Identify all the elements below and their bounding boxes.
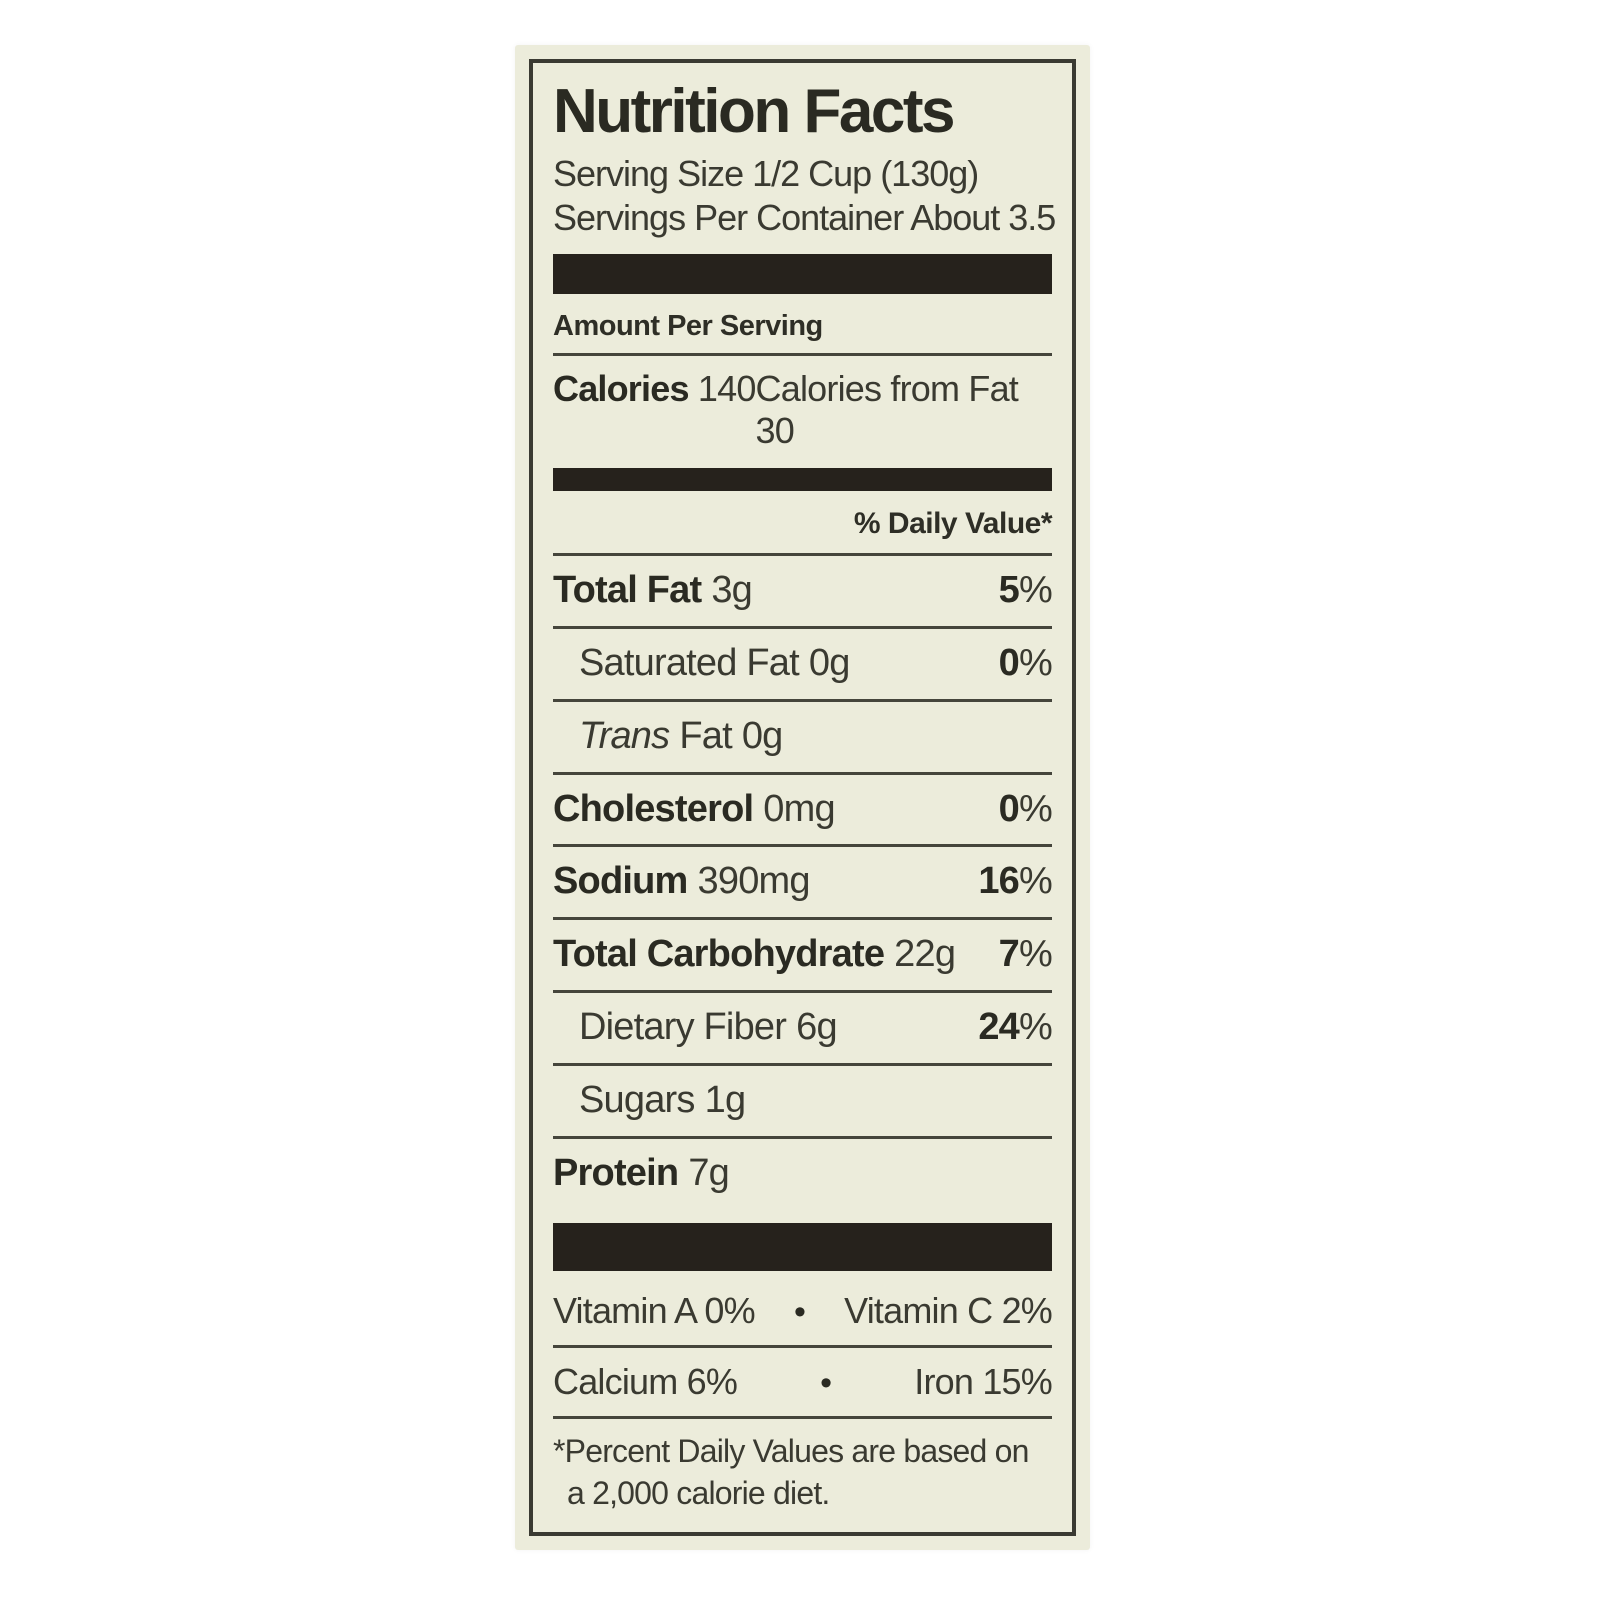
nutrient-daily-value: 24% [978, 1006, 1052, 1049]
label-title: Nutrition Facts [553, 77, 955, 146]
nutrient-daily-value: 5% [998, 568, 1053, 611]
nutrient-name: Cholesterol [553, 787, 754, 830]
divider-bar-mid [553, 467, 1052, 491]
calories-from-fat: Calories from Fat 30 [755, 367, 1019, 451]
nutrient-amount: 3g [711, 568, 752, 611]
nutrient-name: Sodium [553, 860, 688, 903]
calories-row: Calories 140 Calories from Fat 30 [553, 356, 1052, 458]
nutrient-name: Total Carbohydrate [553, 933, 885, 976]
daily-value-footnote: *Percent Daily Values are based on a 2,0… [553, 1432, 1029, 1511]
nutrient-amount: 7g [688, 1152, 729, 1195]
nutrient-name: Total Fat [553, 568, 702, 611]
nutrient-name: Protein [553, 1152, 679, 1195]
nutrient-name: Sugars [579, 1079, 695, 1122]
daily-value-header: % Daily Value* [553, 499, 1053, 556]
divider-bar-thick [553, 253, 1052, 294]
nutrient-name: Fat [679, 714, 732, 757]
nutrient-row-trans-fat: Trans Fat 0g [553, 702, 1052, 775]
amount-per-serving-heading: Amount Per Serving [553, 304, 1052, 356]
nutrient-amount: 1g [704, 1079, 746, 1122]
vitamin-row-1: Vitamin A 0% • Vitamin C 2% [553, 1277, 1053, 1348]
nutrient-daily-value: 0% [998, 787, 1053, 830]
nutrient-row-dietary-fiber: Dietary Fiber 6g 24% [553, 993, 1053, 1067]
calories-value: Calories 140 [553, 367, 756, 409]
nutrient-row-protein: Protein 7g [553, 1139, 1052, 1209]
nutrient-name-italic: Trans [579, 714, 670, 757]
nutrient-amount: 0g [741, 714, 783, 757]
calories-label: Calories [553, 367, 689, 409]
nutrient-amount: 0g [808, 641, 850, 684]
nutrient-amount: 0mg [763, 787, 835, 830]
nutrient-amount: 22g [894, 933, 956, 976]
nutrient-row-total-carbohydrate: Total Carbohydrate 22g 7% [553, 920, 1053, 994]
bullet-separator: • [820, 1363, 832, 1402]
vitamin-c-value: Vitamin C 2% [844, 1289, 1053, 1331]
nutrient-daily-value: 7% [998, 933, 1053, 976]
label-border: Nutrition Facts Serving Size 1/2 Cup (13… [529, 59, 1076, 1536]
servings-per-container: Servings Per Container About 3.5 [553, 197, 1056, 238]
iron-value: Iron 15% [914, 1360, 1053, 1402]
vitamin-row-2: Calcium 6% • Iron 15% [553, 1348, 1053, 1419]
nutrient-row-sugars: Sugars 1g [553, 1066, 1052, 1140]
nutrient-row-cholesterol: Cholesterol 0mg 0% [553, 775, 1053, 848]
nutrient-name: Dietary Fiber [579, 1006, 787, 1049]
nutrient-amount: 6g [796, 1006, 837, 1049]
divider-bar-big [553, 1222, 1052, 1271]
nutrient-row-saturated-fat: Saturated Fat 0g 0% [553, 629, 1053, 702]
nutrient-amount: 390mg [697, 860, 811, 903]
nutrient-daily-value: 16% [978, 860, 1052, 903]
bullet-separator: • [793, 1292, 806, 1331]
nutrition-facts-label: Nutrition Facts Serving Size 1/2 Cup (13… [515, 45, 1090, 1550]
nutrient-row-sodium: Sodium 390mg 16% [553, 847, 1053, 921]
vitamin-a-value: Vitamin A 0% [553, 1289, 756, 1331]
serving-size: Serving Size 1/2 Cup (130g) [553, 153, 979, 195]
nutrient-name: Saturated Fat [579, 641, 800, 684]
nutrient-daily-value: 0% [998, 641, 1053, 684]
nutrient-row-total-fat: Total Fat 3g 5% [553, 556, 1053, 629]
calcium-value: Calcium 6% [553, 1360, 738, 1402]
